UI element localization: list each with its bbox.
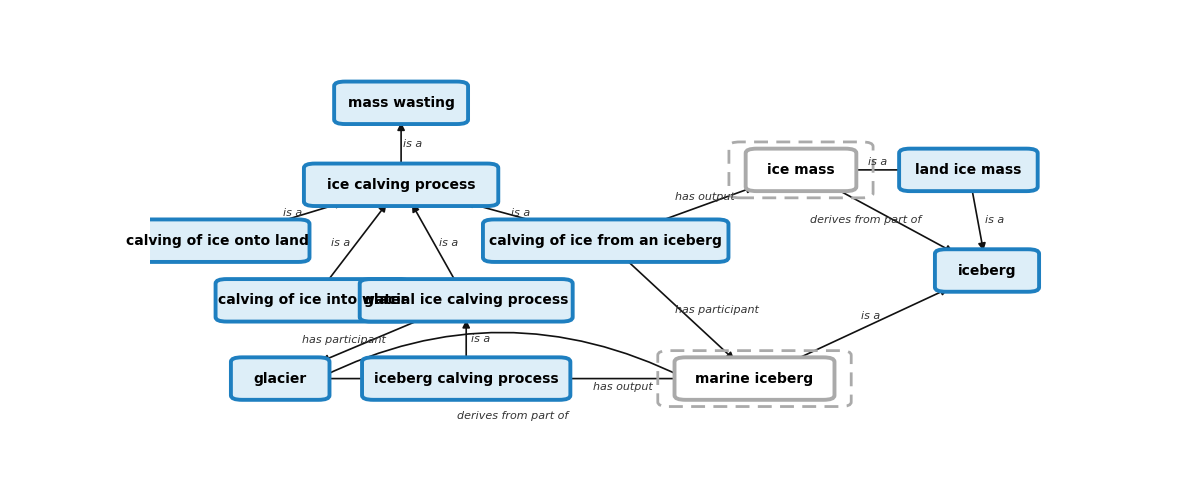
Text: iceberg calving process: iceberg calving process — [374, 372, 558, 386]
Text: has participant: has participant — [302, 335, 386, 345]
Text: glacier: glacier — [253, 372, 307, 386]
FancyBboxPatch shape — [334, 82, 468, 124]
FancyBboxPatch shape — [216, 279, 410, 321]
Text: calving of ice from an iceberg: calving of ice from an iceberg — [490, 234, 722, 248]
FancyBboxPatch shape — [482, 219, 728, 262]
Text: land ice mass: land ice mass — [916, 163, 1021, 177]
Text: is a: is a — [510, 208, 529, 218]
FancyArrowPatch shape — [323, 333, 683, 378]
Text: has participant: has participant — [676, 304, 760, 315]
FancyBboxPatch shape — [674, 357, 834, 400]
Text: is a: is a — [330, 238, 350, 247]
FancyBboxPatch shape — [362, 357, 570, 400]
Text: is a: is a — [862, 311, 881, 321]
Text: derives from part of: derives from part of — [457, 411, 569, 421]
Text: is a: is a — [472, 334, 491, 345]
Text: has output: has output — [674, 192, 734, 202]
Text: ice calving process: ice calving process — [326, 178, 475, 192]
FancyBboxPatch shape — [125, 219, 310, 262]
Text: marine iceberg: marine iceberg — [696, 372, 814, 386]
Text: is a: is a — [283, 208, 302, 218]
Text: is a: is a — [868, 157, 887, 166]
Text: derives from part of: derives from part of — [810, 215, 922, 225]
Text: is a: is a — [403, 139, 422, 149]
FancyBboxPatch shape — [230, 357, 330, 400]
Text: iceberg: iceberg — [958, 263, 1016, 277]
FancyBboxPatch shape — [745, 149, 857, 191]
Text: mass wasting: mass wasting — [348, 96, 455, 110]
Text: calving of ice into water: calving of ice into water — [218, 293, 408, 307]
Text: glacial ice calving process: glacial ice calving process — [364, 293, 569, 307]
Text: is a: is a — [439, 238, 458, 247]
Text: ice mass: ice mass — [767, 163, 835, 177]
FancyBboxPatch shape — [935, 249, 1039, 292]
Text: has output: has output — [593, 382, 653, 392]
Text: calving of ice onto land: calving of ice onto land — [126, 234, 308, 248]
Text: is a: is a — [985, 215, 1004, 225]
FancyBboxPatch shape — [899, 149, 1038, 191]
FancyArrowPatch shape — [323, 376, 371, 382]
FancyBboxPatch shape — [360, 279, 572, 321]
FancyBboxPatch shape — [304, 164, 498, 206]
